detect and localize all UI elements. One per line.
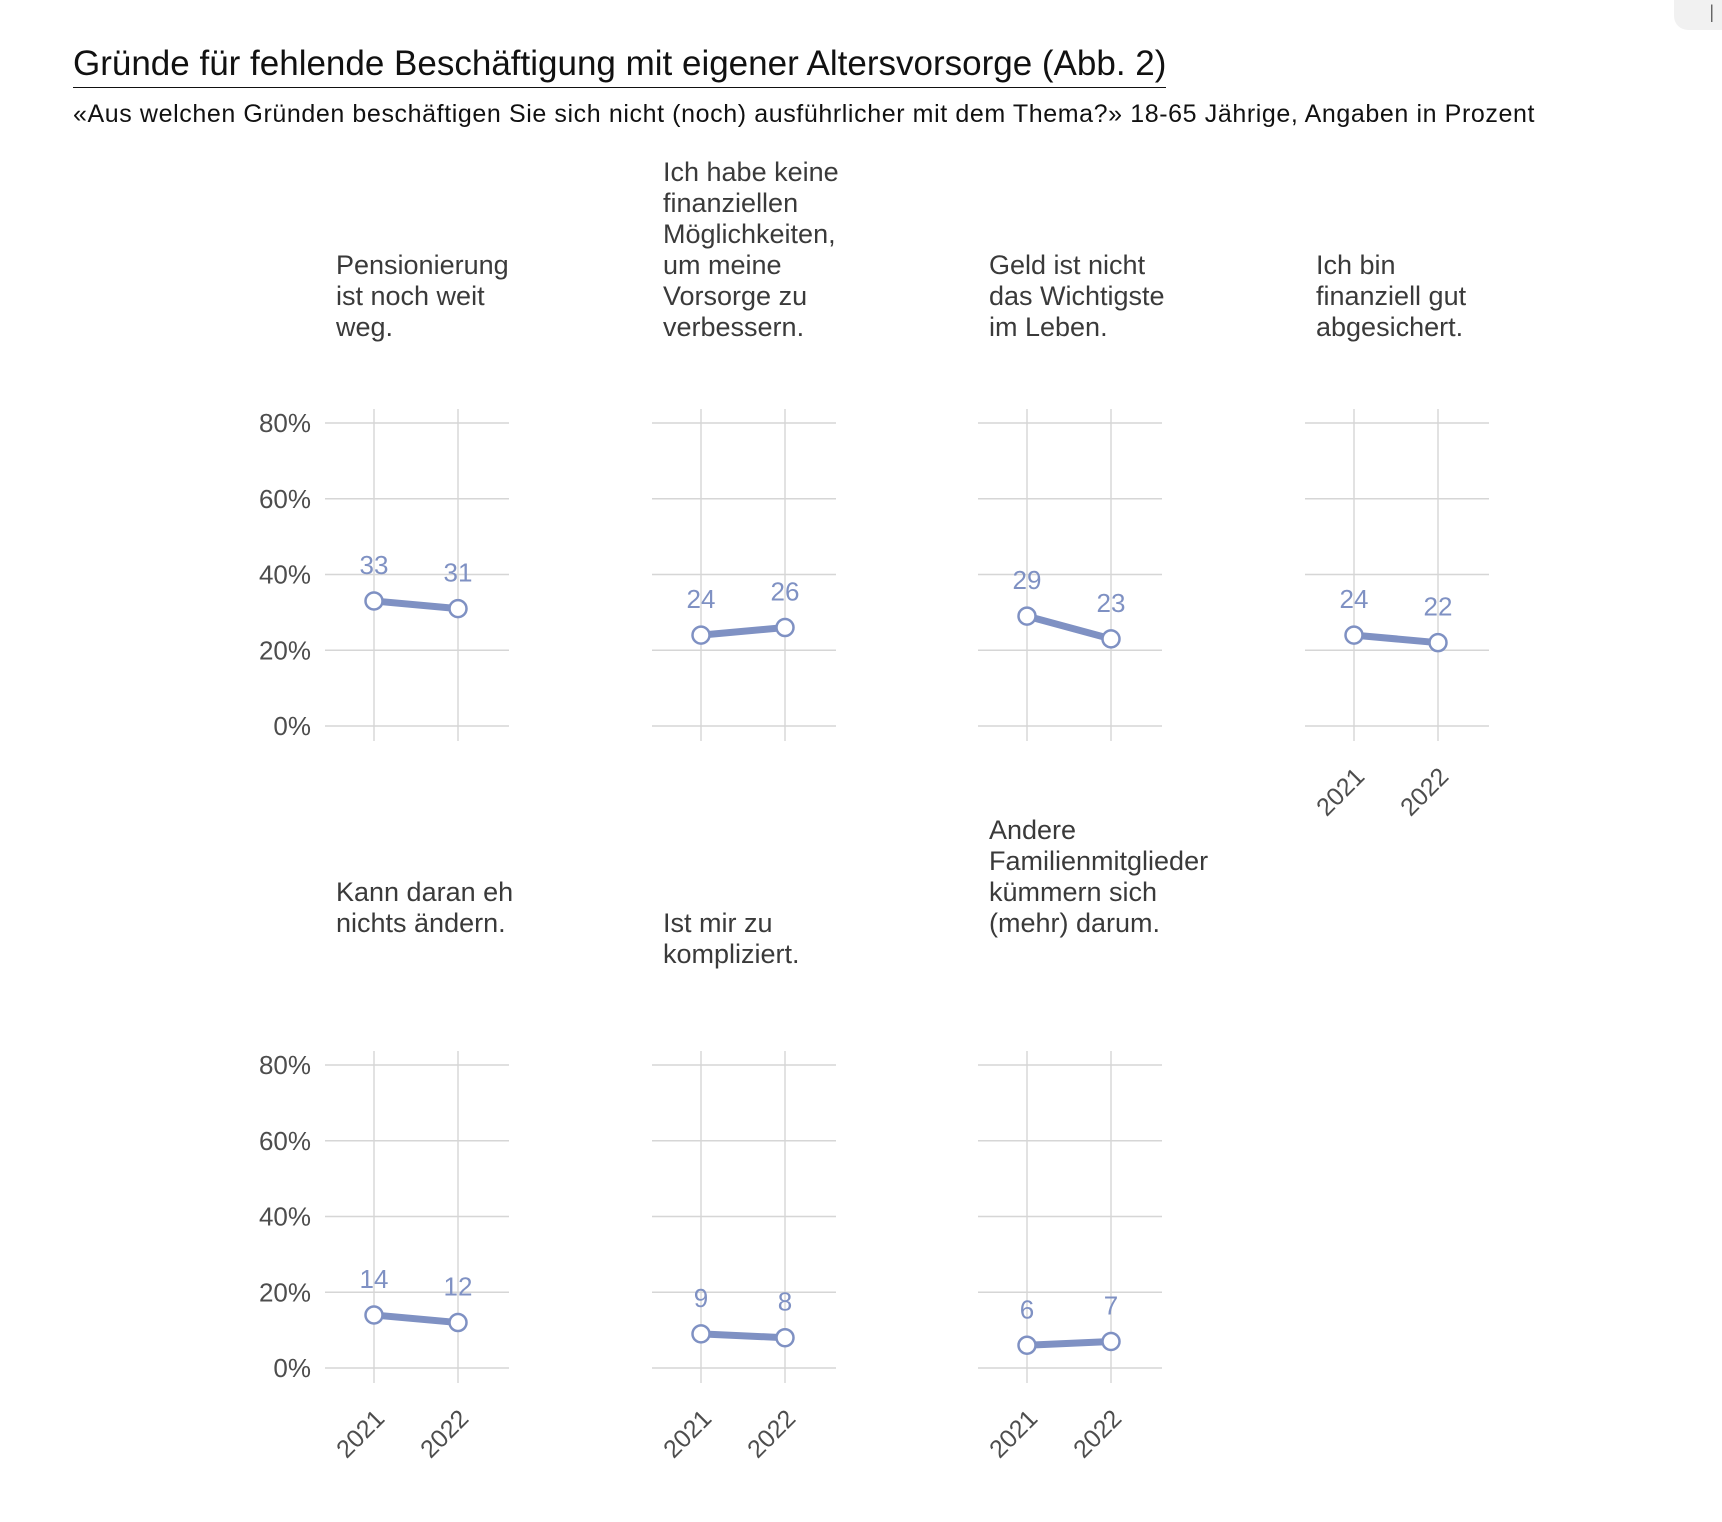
data-point [448,598,468,619]
data-point [448,1312,468,1333]
data-point [364,591,384,611]
x-tick-label: 2021 [331,1404,390,1463]
series-line [1350,631,1442,647]
data-point [1428,632,1448,653]
data-label: 8 [778,1287,792,1317]
y-tick-label: 20% [259,635,311,665]
series-line [697,1330,789,1342]
data-label: 14 [360,1264,389,1294]
data-label: 31 [444,558,473,588]
facet-title: Ich bin finanziell gut abgesichert. [1316,250,1467,342]
facet-panel-3: Geld ist nicht das Wichtigste im Leben. 29 2… [978,250,1165,741]
data-label: 23 [1097,588,1126,618]
y-tick-label: 60% [259,484,311,514]
facet-panel-4: Ich bin finanziell gut abgesichert. 2021 202… [1305,250,1489,822]
series-line [697,624,789,639]
data-label: 9 [694,1283,708,1313]
facet-title: Pensionierung ist noch weit weg. [335,250,509,342]
x-tick-label: 2022 [742,1404,801,1463]
data-label: 29 [1013,565,1042,595]
x-tick-label: 2021 [658,1404,717,1463]
facet-panel-7: Andere Familienmitglieder kümmern sich (meh… [978,815,1208,1464]
facet-title: Ist mir zu kompliziert. [663,908,800,969]
data-point [1017,606,1037,626]
data-point [691,1324,711,1344]
data-label: 6 [1020,1294,1034,1324]
facet-panel-6: Ist mir zu kompliziert. 2021 2022 9 8 [652,908,836,1464]
facet-panel-2: Ich habe keine finanziellen Möglichkeiten,… [652,157,839,741]
data-label: 12 [444,1272,473,1302]
data-point [1101,629,1121,649]
y-tick-label: 80% [259,1050,311,1080]
data-label: 24 [687,584,716,614]
facet-panel-1: Pensionierung ist noch weit weg. 0% 20% 40% 60… [259,250,509,741]
data-point [775,1327,795,1348]
x-tick-label: 2022 [1068,1404,1127,1463]
y-tick-label: 0% [273,1353,311,1383]
data-label: 26 [771,577,800,607]
data-point [364,1305,384,1325]
facet-panel-5: Kann daran eh nichts ändern. 0% 20% 40% 60% 80… [259,877,513,1464]
y-tick-label: 20% [259,1277,311,1307]
x-tick-label: 2021 [984,1404,1043,1463]
series-line [1023,1337,1115,1349]
y-tick-label: 60% [259,1126,311,1156]
page-title: Gründe für fehlende Beschäftigung mit ei… [73,42,1167,88]
data-point [691,625,711,645]
page-subtitle: «Aus welchen Gründen beschäftigen Sie si… [73,100,1536,128]
x-tick-label: 2022 [415,1404,474,1463]
data-label: 7 [1104,1290,1118,1320]
y-tick-label: 80% [259,408,311,438]
series-line [370,1311,462,1327]
data-point [1101,1331,1121,1352]
data-label: 24 [1340,584,1369,614]
x-tick-label: 2022 [1395,762,1454,821]
y-tick-label: 40% [259,560,311,590]
corner-tab: | [1674,0,1722,30]
y-tick-label: 40% [259,1202,311,1232]
series-line [370,597,462,613]
data-label: 22 [1424,592,1453,622]
data-point [1017,1335,1037,1356]
data-point [775,617,795,638]
facet-title: Geld ist nicht das Wichtigste im Leben. [989,250,1165,342]
x-tick-label: 2021 [1311,762,1370,821]
facet-title: Ich habe keine finanziellen Möglichkeiten,… [663,157,839,342]
data-label: 33 [360,550,389,580]
y-tick-label: 0% [273,711,311,741]
data-point [1344,625,1364,645]
facet-title: Kann daran eh nichts ändern. [336,877,513,938]
series-line [1023,612,1115,643]
facet-title: Andere Familienmitglieder kümmern sich (meh… [989,815,1208,938]
corner-tab-glyph: | [1709,2,1714,22]
